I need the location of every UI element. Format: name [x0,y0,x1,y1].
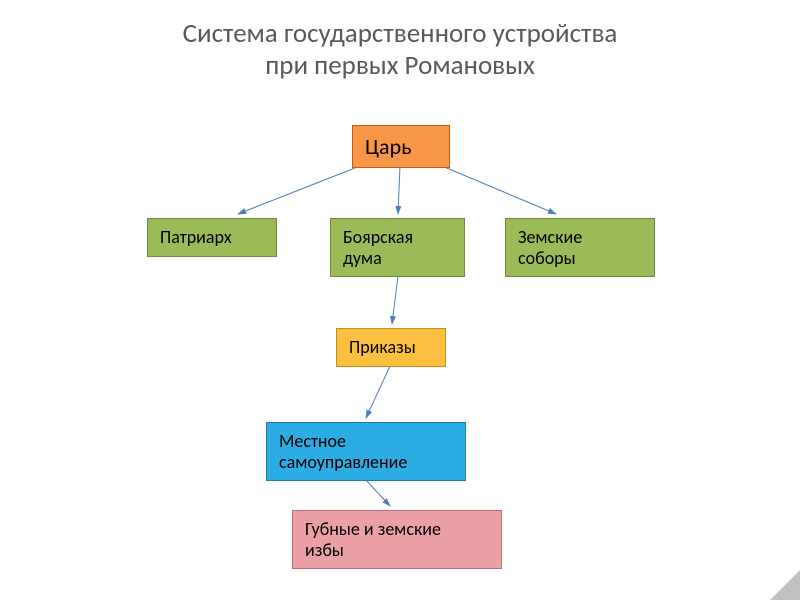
node-tsar: Царь [352,125,450,168]
page-corner-fold-icon [770,570,800,600]
arrow-3 [392,276,398,324]
node-prikazy: Приказы [336,328,446,367]
title-line1: Система государственного устройства [183,17,618,50]
node-duma: Боярскаядума [330,218,465,277]
arrow-1 [398,166,400,214]
arrow-5 [366,480,390,506]
arrow-2 [442,166,556,214]
node-izby: Губные и земскиеизбы [292,510,502,569]
arrow-4 [366,366,390,418]
node-patriarch: Патриарх [147,218,277,257]
node-local: Местноесамоуправление [266,422,466,481]
node-zemsky: Земскиесоборы [505,218,655,277]
title-line2: при первых Романовых [265,49,535,82]
arrow-0 [238,166,360,214]
slide-title: Система государственного устройства при … [0,0,800,83]
